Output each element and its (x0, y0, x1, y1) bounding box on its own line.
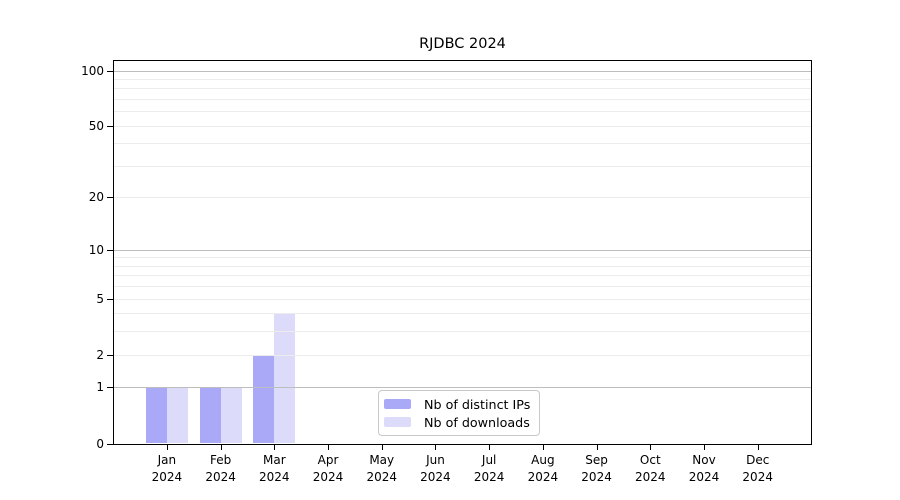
y-axis-tick (107, 197, 113, 199)
y-tick-label: 100 (81, 63, 104, 78)
gridline-minor-90 (114, 78, 811, 80)
gridline-minor-8 (114, 265, 811, 267)
y-tick-label: 10 (88, 242, 104, 257)
legend: Nb of distinct IPs Nb of downloads (378, 390, 541, 436)
y-tick-label: 20 (88, 190, 104, 205)
y-tick-label: 1 (96, 380, 104, 395)
legend-item-distinct-ips: Nb of distinct IPs (384, 397, 530, 412)
x-axis-tick (274, 444, 276, 450)
x-axis-tick (381, 444, 383, 450)
x-tick-label: Oct 2024 (635, 453, 666, 484)
x-tick-label: Jan 2024 (151, 453, 183, 484)
gridline-major-10 (114, 249, 811, 251)
y-axis-tick (107, 354, 113, 356)
gridline-minor-20 (114, 197, 811, 199)
x-tick-label: Jul 2024 (473, 453, 505, 484)
legend-label-downloads: Nb of downloads (424, 414, 530, 430)
x-tick-label: Mar 2024 (259, 453, 290, 484)
gridline-minor-40 (114, 143, 811, 145)
x-axis-tick (166, 444, 168, 450)
legend-label-distinct-ips: Nb of distinct IPs (424, 396, 531, 412)
x-tick-label: May 2024 (366, 453, 397, 484)
x-axis-tick (220, 444, 222, 450)
y-tick-label: 2 (96, 347, 104, 362)
bar-distinct-ips (199, 387, 221, 444)
legend-swatch-downloads (384, 417, 411, 427)
bar-downloads (220, 387, 242, 444)
x-tick-label: Feb 2024 (205, 453, 236, 484)
y-tick-label: 5 (96, 291, 104, 306)
x-axis-tick (650, 444, 652, 450)
chart-title: RJDBC 2024 (419, 36, 506, 52)
x-tick-label: Aug 2024 (527, 453, 559, 484)
gridline-major-1 (114, 387, 811, 389)
y-axis-tick (107, 70, 113, 72)
x-tick-label: Jun 2024 (420, 453, 451, 484)
y-axis-tick (107, 125, 113, 127)
gridline-minor-3 (114, 331, 811, 333)
gridline-minor-9 (114, 257, 811, 259)
x-axis-tick (542, 444, 544, 450)
y-axis-tick (107, 443, 113, 445)
x-axis-tick (489, 444, 491, 450)
x-axis-tick (757, 444, 759, 450)
x-axis-tick (435, 444, 437, 450)
x-tick-label: Sep 2024 (581, 453, 612, 484)
y-axis-tick (107, 298, 113, 300)
bar-downloads (274, 313, 296, 444)
x-tick-label: Nov 2024 (688, 453, 720, 484)
y-axis-tick (107, 387, 113, 389)
plot-area (107, 60, 812, 450)
gridline-minor-7 (114, 275, 811, 277)
gridline-minor-80 (114, 88, 811, 90)
y-tick-label: 0 (96, 436, 104, 451)
legend-swatch-distinct-ips (384, 399, 411, 409)
gridline-minor-6 (114, 286, 811, 288)
gridline-minor-50 (114, 125, 811, 127)
gridline-minor-60 (114, 111, 811, 113)
gridline-minor-4 (114, 313, 811, 315)
x-axis-tick (704, 444, 705, 450)
bar-downloads (166, 387, 188, 444)
x-axis-tick (328, 444, 330, 450)
x-axis-tick (596, 444, 598, 450)
gridline-minor-30 (114, 165, 811, 167)
y-tick-label: 50 (88, 118, 104, 133)
gridline-major-100 (114, 70, 811, 72)
bar-distinct-ips (253, 354, 275, 444)
gridline-minor-70 (114, 98, 811, 100)
gridline-minor-5 (114, 298, 811, 300)
gridline-minor-2 (114, 354, 811, 356)
x-tick-label: Apr 2024 (312, 453, 344, 484)
y-axis-tick (107, 249, 113, 251)
legend-item-downloads: Nb of downloads (384, 415, 530, 430)
bar-distinct-ips (145, 387, 167, 444)
x-tick-label: Dec 2024 (742, 453, 773, 484)
